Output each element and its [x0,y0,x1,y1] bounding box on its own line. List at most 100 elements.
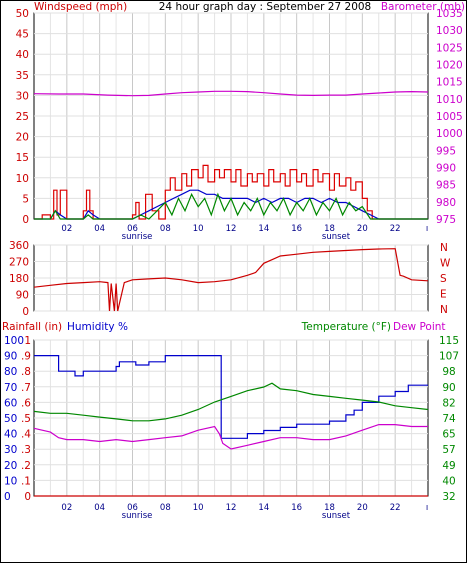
humidity-tick-label: 30 [4,444,17,456]
direction-grid [34,244,428,312]
temperature-x-tick-label: 22 [390,503,401,513]
chart-title: 24 hour graph day : September 27 2008 [159,1,371,13]
temperature-tick-label: 115 [439,335,459,347]
rain-tick-label: .3 [21,444,31,456]
temperature-tick-label: 98 [442,366,455,378]
humidity-tick-label: 20 [4,460,17,472]
wind-x-tick-label: 02 [61,224,72,234]
temperature-tick-label: 40 [442,475,455,487]
compass-label: S [440,273,447,285]
sunrise-label-bottom: sunrise [122,511,153,521]
wind-x-tick-label: 14 [258,224,269,234]
barometer-tick-label: 1005 [436,111,463,123]
temperature-x-tick-label: 08 [160,503,171,513]
sunset-label: sunset [322,232,351,242]
wind-x-tick-end: ı [426,224,428,234]
temperature-grid [34,339,428,497]
rain-tick-label: .1 [21,475,31,487]
direction-tick-label: 90 [16,290,29,302]
temperature-x-tick-end: ı [426,503,428,513]
wind-x-tick-label: 06 [127,224,138,234]
humidity-line [34,355,428,439]
temperature-tick-label: 82 [442,397,455,409]
barometer-tick-label: 985 [436,180,456,192]
windspeed-tick-label: 10 [16,173,29,185]
barometer-tick-label: 1030 [436,25,463,37]
compass-label: N [440,242,448,254]
humidity-tick-label: 90 [4,351,17,363]
humidity-axis-label: Humidity % [67,321,128,333]
windspeed-ticks: 0 5 10 15 20 25 30 35 40 45 50 [16,8,29,226]
wind-x-tick-label: 22 [390,224,401,234]
temperature-tick-label: 57 [442,444,455,456]
rain-tick-label: .8 [21,366,31,378]
barometer-tick-label: 1015 [436,77,463,89]
temperature-tick-label: 74 [442,413,456,425]
barometer-ticks: 975 980 985 990 995 1000 1005 1010 1015 1020 1025 1… [436,8,463,226]
direction-degree-ticks: 0 90 180 270 360 [9,240,29,318]
wind-direction-line [33,248,429,312]
windspeed-tick-label: 15 [16,152,29,164]
direction-series [33,248,429,312]
wind-speed-line [34,192,428,220]
wind-x-tick-label: 08 [160,224,171,234]
temperature-series [33,355,429,497]
rain-tick-label: .6 [21,397,31,409]
temperature-humidity-panel: Rainfall (in) Humidity % Temperature (°F… [2,321,459,521]
rain-tick-label: 0 [24,491,31,503]
temperature-x-tick-label: 16 [291,503,302,513]
humidity-tick-label: 80 [4,366,17,378]
barometer-tick-label: 975 [436,214,456,226]
compass-label: E [440,289,447,301]
temperature-x-tick-label: 04 [94,503,105,513]
temperature-tick-label: 49 [442,460,455,472]
rain-tick-label: .5 [21,413,31,425]
barometer-tick-label: 995 [436,145,456,157]
temperature-x-tick-label: 18 [324,503,335,513]
humidity-tick-label: 100 [4,335,24,347]
windspeed-tick-label: 0 [22,214,29,226]
windspeed-tick-label: 45 [16,29,29,41]
wind-x-tick-label: 04 [94,224,105,234]
wind-gust-line [34,164,428,220]
humidity-tick-label: 70 [4,382,17,394]
windspeed-tick-label: 20 [16,132,29,144]
compass-label: W [440,258,451,270]
sunset-label-bottom: sunset [322,511,351,521]
temperature-tick-label: 65 [442,429,455,441]
barometer-tick-label: 1020 [436,60,463,72]
barometer-tick-label: 990 [436,163,456,175]
windspeed-tick-label: 25 [16,111,29,123]
windspeed-axis-label: Windspeed (mph) [34,1,127,13]
windspeed-tick-label: 40 [16,49,29,61]
temperature-x-tick-label: 14 [258,503,269,513]
sunrise-label: sunrise [122,232,153,242]
temperature-tick-label: 90 [442,382,455,394]
wind-x-tick-label: 12 [226,224,237,234]
wind-x-tick-label: 20 [357,224,368,234]
direction-tick-label: 270 [9,257,29,269]
rain-tick-label: .9 [21,351,31,363]
barometer-tick-label: 1035 [436,8,463,20]
barometer-tick-label: 1010 [436,94,463,106]
humidity-rain-ticks: 0 0 10 .1 20 .2 30 .3 40 .4 50 .5 60 .6 70 .7 80 .8 90 .9 10… [4,335,31,503]
barometer-tick-label: 980 [436,197,456,209]
dewpoint-axis-label: Dew Point [393,321,446,333]
wind-series [33,90,429,220]
rain-tick-label: 1 [24,335,31,347]
temperature-x-tick-label: 02 [61,503,72,513]
barometer-line [33,90,429,97]
compass-label: N [440,304,448,316]
humidity-tick-label: 0 [4,491,11,503]
windspeed-tick-label: 50 [16,8,29,20]
temperature-x-tick-label: 06 [127,503,138,513]
direction-tick-label: 360 [9,240,29,252]
temperature-x-tick-label: 20 [357,503,368,513]
temperature-x-tick-label: 10 [193,503,204,513]
temperature-tick-label: 32 [442,491,455,503]
barometer-axis-label: Barometer (mb) [381,1,465,13]
